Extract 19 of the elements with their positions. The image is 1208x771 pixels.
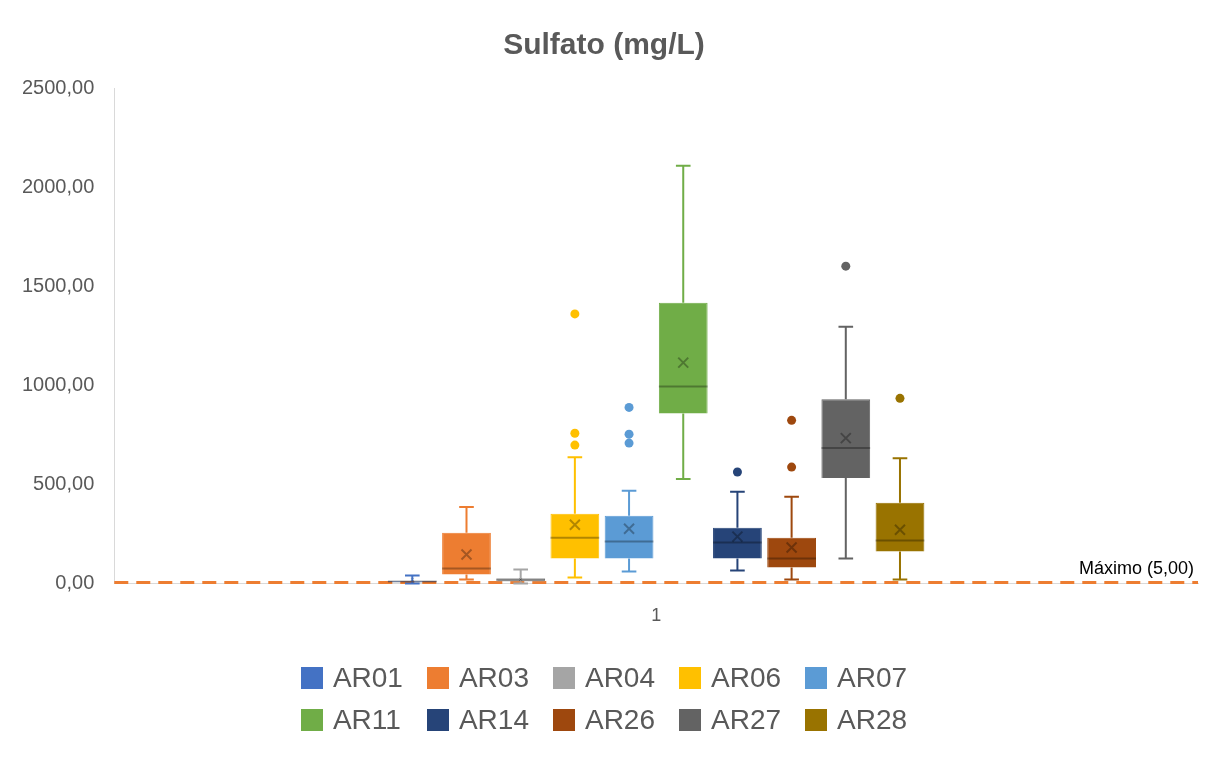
y-tick-label: 2500,00 <box>22 75 95 98</box>
legend-label: AR07 <box>837 662 908 694</box>
ref-line-label: Máximo (5,00) <box>1078 558 1194 579</box>
legend-label: AR28 <box>837 704 908 736</box>
y-tick-label: 1000,00 <box>22 372 95 395</box>
y-tick-label: 0,00 <box>55 570 95 593</box>
legend-label: AR26 <box>584 704 656 736</box>
y-tick-label: 2000,00 <box>22 174 95 197</box>
x-tick-label: 1 <box>651 605 662 626</box>
legend-label: AR03 <box>458 662 529 694</box>
legend-label: AR14 <box>458 704 529 736</box>
legend-label: AR27 <box>711 704 782 736</box>
legend-label: AR11 <box>332 704 401 736</box>
y-tick-label: 1500,00 <box>22 273 95 296</box>
legend-label: AR01 <box>332 662 403 694</box>
y-tick-label: 500,00 <box>33 471 95 494</box>
legend-label: AR06 <box>711 662 782 694</box>
legend-label: AR04 <box>584 662 656 694</box>
chart-title: Sulfato (mg/L) <box>503 27 705 61</box>
